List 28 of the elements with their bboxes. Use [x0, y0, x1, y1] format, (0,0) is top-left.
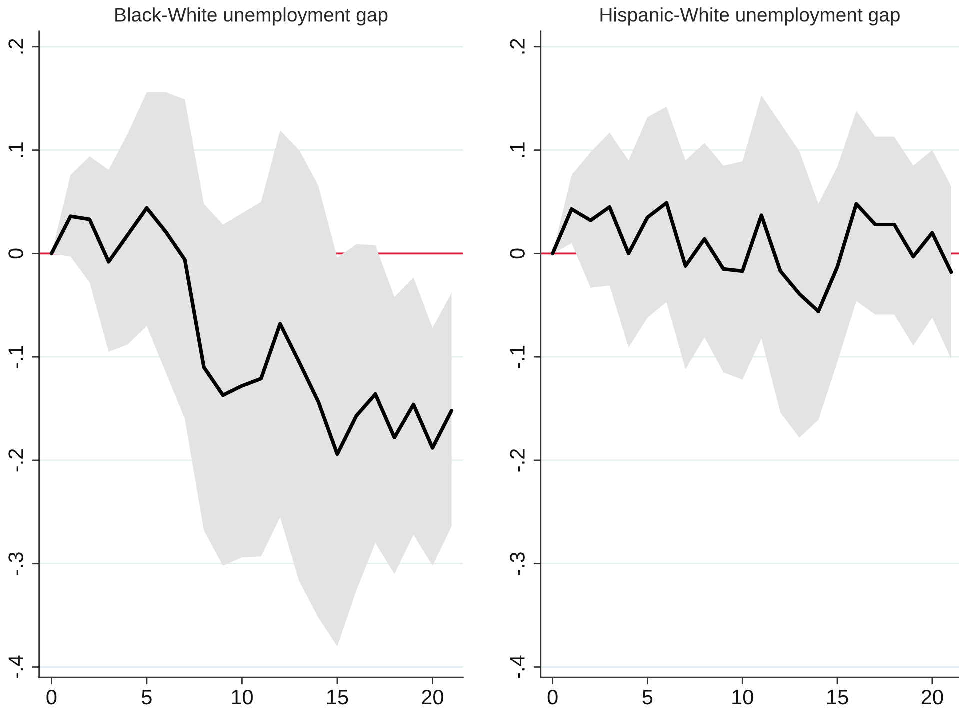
x-tick-label: 10 [232, 690, 253, 705]
x-tick-label: 5 [642, 690, 653, 705]
y-tick-label: 0 [510, 248, 525, 259]
x-tick-label: 0 [46, 690, 57, 705]
y-tick-label: -.2 [8, 449, 24, 472]
x-tick-label: 20 [922, 690, 944, 705]
x-tick-label: 15 [828, 690, 848, 705]
y-tick-label: 0 [8, 248, 24, 259]
x-tick-label: 15 [327, 690, 348, 705]
y-tick-label: -.3 [8, 552, 24, 576]
line-series [551, 201, 954, 314]
y-tick-label: .2 [8, 39, 24, 54]
y-tick-label: .1 [8, 142, 24, 158]
y-tick-label: -.1 [510, 346, 525, 368]
y-tick-label: .2 [510, 39, 525, 54]
y-tick-label: -.2 [510, 449, 525, 472]
x-tick-label: 0 [548, 690, 558, 705]
chart-title: Hispanic-White unemployment gap [600, 8, 900, 26]
x-tick-label: 20 [422, 690, 444, 705]
y-tick-label: -.1 [8, 346, 24, 368]
y-tick-label: -.3 [510, 552, 525, 576]
line-series [50, 206, 454, 456]
chart-title: Black-White unemployment gap [116, 8, 388, 26]
y-tick-label: -.4 [8, 656, 24, 678]
y-tick-label: -.4 [510, 656, 525, 678]
x-tick-label: 5 [142, 690, 152, 705]
y-tick-label: .1 [510, 142, 525, 158]
x-tick-label: 10 [732, 690, 754, 705]
